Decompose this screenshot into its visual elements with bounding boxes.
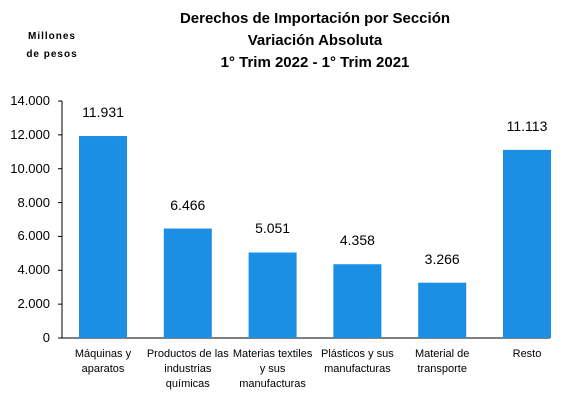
x-tick-label: Máquinas y aparatos <box>74 348 132 375</box>
y-tick-label: 2.000 <box>17 296 50 312</box>
data-label: 6.466 <box>170 196 206 213</box>
x-tick-label: Productos de las industrias químicas <box>146 348 229 390</box>
x-tick-label: Plásticos y sus manufacturas <box>321 348 394 375</box>
bar <box>163 228 212 338</box>
x-tick-label: Materias textiles y sus manufacturas <box>232 348 313 390</box>
data-label: 4.358 <box>339 232 375 249</box>
chart-title: Derechos de Importación por Sección Vari… <box>179 10 451 71</box>
data-label: 5.051 <box>255 220 291 237</box>
y-tick-label: 6.000 <box>17 228 50 244</box>
x-tick-label: Resto <box>512 348 542 360</box>
x-tick-label: Material de transporte <box>414 348 470 375</box>
y-tick-label: 0 <box>42 330 50 345</box>
data-label: 11.113 <box>506 117 548 134</box>
y-tick-label: 14.000 <box>10 93 50 108</box>
bar <box>418 282 467 338</box>
bar <box>503 149 551 338</box>
data-label: 3.266 <box>424 250 460 267</box>
y-tick-label: 8.000 <box>17 194 50 210</box>
y-tick-label: 10.000 <box>10 160 50 176</box>
y-axis-label: Millones de pesos <box>26 31 78 60</box>
bar <box>333 264 382 338</box>
y-tick-label: 4.000 <box>17 262 50 278</box>
data-label: 11.931 <box>82 104 124 121</box>
bar <box>79 136 127 338</box>
y-tick-label: 12.000 <box>10 126 50 142</box>
bar <box>248 252 297 338</box>
